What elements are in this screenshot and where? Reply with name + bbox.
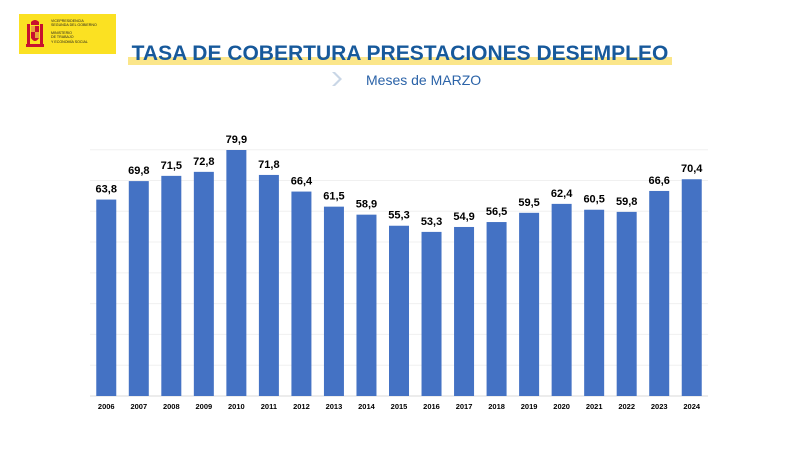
bar-2006: [96, 199, 117, 396]
bar-2012: [291, 191, 312, 396]
x-tick-label-2015: 2015: [391, 402, 408, 411]
x-tick-label-2024: 2024: [683, 402, 701, 411]
data-label-2008: 71,5: [161, 160, 182, 172]
data-label-2023: 66,6: [648, 175, 669, 187]
data-label-2016: 53,3: [421, 216, 442, 228]
logo-line: DE TRABAJO: [51, 35, 74, 40]
x-tick-label-2022: 2022: [618, 402, 635, 411]
data-label-2006: 63,8: [96, 184, 117, 196]
bar-2007: [128, 181, 149, 396]
x-tick-label-2013: 2013: [326, 402, 343, 411]
x-tick-label-2011: 2011: [261, 402, 277, 411]
x-tick-label-2020: 2020: [553, 402, 570, 411]
chevron-right-icon: [332, 72, 342, 86]
bar-2017: [454, 226, 475, 396]
bar-2021: [584, 209, 605, 396]
x-tick-label-2021: 2021: [586, 402, 603, 411]
data-label-2018: 56,5: [486, 206, 507, 218]
bar-2013: [323, 206, 344, 396]
data-labels: 63,8 69,8 71,5 72,8 79,9 71,8 66,4 61,5 58,9 55,3…: [96, 134, 704, 228]
bar-2022: [616, 211, 637, 396]
bar-2024: [681, 179, 702, 396]
x-tick-label-2007: 2007: [130, 402, 147, 411]
page-title: TASA DE COBERTURA PRESTACIONES DESEMPLEO: [127, 42, 673, 66]
logo-line: MINISTERIO: [51, 30, 72, 35]
data-label-2024: 70,4: [681, 163, 703, 175]
data-label-2009: 72,8: [193, 156, 214, 168]
data-label-2017: 54,9: [453, 211, 474, 223]
bar-2014: [356, 214, 377, 396]
logo-line: VICEPRESIDENCIA: [51, 19, 84, 23]
x-tick-label-2010: 2010: [228, 402, 245, 411]
x-tick-label-2009: 2009: [195, 402, 212, 411]
x-tick-label-2017: 2017: [456, 402, 473, 411]
data-label-2021: 60,5: [583, 194, 604, 206]
data-label-2015: 55,3: [388, 210, 409, 222]
x-tick-label-2023: 2023: [651, 402, 668, 411]
bar-2019: [519, 212, 540, 396]
data-label-2010: 79,9: [226, 134, 247, 146]
logo-line: Y ECONOMÍA SOCIAL: [51, 39, 88, 44]
bar-2020: [551, 203, 572, 396]
x-tick-label-2014: 2014: [358, 402, 376, 411]
bar-2010: [226, 150, 247, 396]
data-label-2022: 59,8: [616, 196, 637, 208]
bar-2011: [258, 174, 279, 396]
government-logo: VICEPRESIDENCIA SEGUNDA DEL GOBIERNO MIN…: [19, 14, 116, 54]
x-tick-label-2008: 2008: [163, 402, 180, 411]
x-tick-label-2012: 2012: [293, 402, 310, 411]
data-label-2020: 62,4: [551, 188, 573, 200]
bars: [96, 150, 702, 396]
bar-2023: [649, 190, 670, 396]
data-label-2019: 59,5: [518, 197, 539, 209]
bar-2008: [161, 175, 182, 396]
data-label-2012: 66,4: [291, 176, 313, 188]
x-tick-label-2019: 2019: [521, 402, 538, 411]
data-label-2013: 61,5: [323, 191, 344, 203]
x-tick-labels: 2006 2007 2008 2009 2010 2011 2012 2013 2014 2015…: [98, 402, 701, 411]
page-subtitle: Meses de MARZO: [366, 72, 482, 88]
x-tick-label-2006: 2006: [98, 402, 115, 411]
bar-2009: [193, 171, 214, 396]
logo-line: SEGUNDA DEL GOBIERNO: [51, 23, 97, 28]
bar-2018: [486, 222, 507, 396]
bar-2015: [389, 225, 409, 396]
data-label-2014: 58,9: [356, 199, 377, 211]
coat-of-arms-icon: [26, 20, 44, 47]
bar-2016: [421, 231, 442, 396]
x-tick-label-2018: 2018: [488, 402, 505, 411]
ministry-name: VICEPRESIDENCIA SEGUNDA DEL GOBIERNO MIN…: [51, 19, 113, 44]
data-label-2011: 71,8: [258, 159, 279, 171]
title-highlight: [127, 57, 673, 65]
data-label-2007: 69,8: [128, 165, 149, 177]
x-tick-label-2016: 2016: [423, 402, 440, 411]
